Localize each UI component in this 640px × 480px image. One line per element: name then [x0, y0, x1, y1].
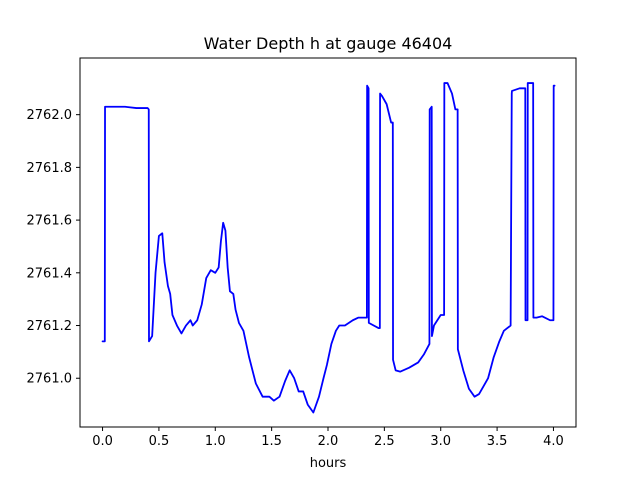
y-tick-label: 2761.2 [27, 319, 73, 334]
x-tick-label: 1.0 [205, 434, 226, 449]
x-tick-label: 1.5 [261, 434, 282, 449]
y-tick-label: 2762.0 [27, 108, 73, 123]
x-axis-label: hours [310, 456, 347, 471]
x-tick-label: 4.0 [543, 434, 564, 449]
x-tick-label: 0.0 [92, 434, 113, 449]
x-tick-label: 2.5 [374, 434, 395, 449]
x-axis-ticks: 0.0 0.5 1.0 1.5 2.0 2.5 3.0 3.5 4.0 [92, 427, 564, 449]
y-tick-label: 2761.4 [27, 266, 73, 281]
y-tick-label: 2761.8 [27, 161, 73, 176]
series-line-0 [101, 82, 556, 414]
y-tick-label: 2761.6 [27, 214, 73, 229]
y-tick-label: 2761.0 [27, 372, 73, 387]
series-layer [101, 82, 556, 414]
chart-title: Water Depth h at gauge 46404 [204, 34, 453, 53]
x-tick-label: 0.5 [149, 434, 170, 449]
plot-area [80, 58, 576, 427]
x-tick-label: 3.5 [487, 434, 508, 449]
x-tick-label: 3.0 [430, 434, 451, 449]
y-axis-ticks: 2761.0 2761.2 2761.4 2761.6 2761.8 2762.0 [27, 108, 80, 387]
x-tick-label: 2.0 [318, 434, 339, 449]
